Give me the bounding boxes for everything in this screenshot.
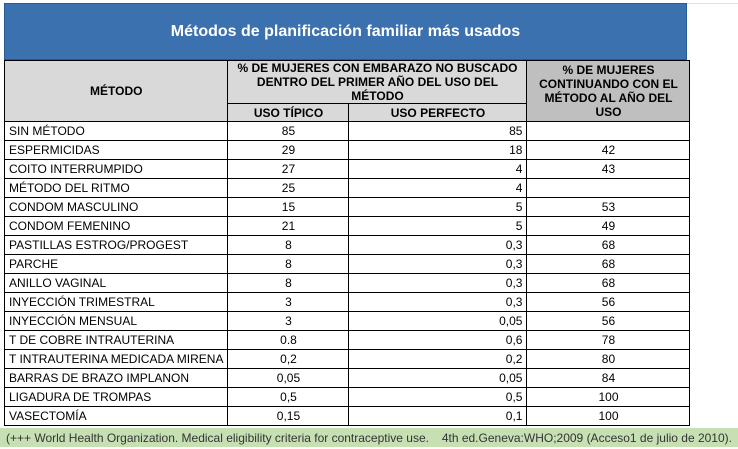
table-row: ESPERMICIDAS 29 18 42 xyxy=(3,140,691,160)
method-cell: INYECCIÓN TRIMESTRAL xyxy=(3,292,229,312)
continuing-cell: 49 xyxy=(526,216,691,236)
continuing-cell: 43 xyxy=(526,159,691,179)
table-row: INYECCIÓN MENSUAL 3 0,05 56 xyxy=(3,311,691,331)
perfect-cell: 4 xyxy=(348,178,528,198)
typical-cell: 8 xyxy=(227,235,350,255)
typical-cell: 8 xyxy=(227,254,350,274)
method-cell: MÉTODO DEL RITMO xyxy=(3,178,229,198)
method-cell: SIN MÉTODO xyxy=(3,121,229,141)
continuing-cell: 53 xyxy=(526,197,691,217)
typical-cell: 8 xyxy=(227,273,350,293)
continuing-cell xyxy=(526,178,691,198)
table-row: COITO INTERRUMPIDO 27 4 43 xyxy=(3,159,691,179)
typical-cell: 21 xyxy=(227,216,350,236)
continuing-cell: 84 xyxy=(526,368,691,388)
typical-cell: 0,5 xyxy=(227,387,350,407)
perfect-cell: 18 xyxy=(348,140,528,160)
table-row: LIGADURA DE TROMPAS 0,5 0,5 100 xyxy=(3,387,691,407)
typical-cell: 29 xyxy=(227,140,350,160)
continuing-cell: 78 xyxy=(526,330,691,350)
continuing-cell: 68 xyxy=(526,273,691,293)
table-row: PASTILLAS ESTROG/PROGEST 8 0,3 68 xyxy=(3,235,691,255)
method-cell: PASTILLAS ESTROG/PROGEST xyxy=(3,235,229,255)
method-cell: COITO INTERRUMPIDO xyxy=(3,159,229,179)
continuing-cell: 100 xyxy=(526,406,691,426)
table-row: VASECTOMÍA 0,15 0,1 100 xyxy=(3,406,691,426)
method-cell: PARCHE xyxy=(3,254,229,274)
typical-cell: 27 xyxy=(227,159,350,179)
header-pregnancy: % DE MUJERES CON EMBARAZO NO BUSCADO DEN… xyxy=(227,60,528,104)
perfect-cell: 0,05 xyxy=(348,368,528,388)
continuing-cell: 42 xyxy=(526,140,691,160)
methods-table: MÉTODO % DE MUJERES CON EMBARAZO NO BUSC… xyxy=(3,60,691,426)
table-row: T INTRAUTERINA MEDICADA MIRENA 0,2 0,2 80 xyxy=(3,349,691,369)
table-row: SIN MÉTODO 85 85 xyxy=(3,121,691,141)
method-cell: CONDOM FEMENINO xyxy=(3,216,229,236)
perfect-cell: 5 xyxy=(348,216,528,236)
header-continuing: % DE MUJERES CONTINUANDO CON EL MÉTODO A… xyxy=(526,60,691,122)
header-method: MÉTODO xyxy=(3,60,229,122)
typical-cell: 15 xyxy=(227,197,350,217)
perfect-cell: 0,3 xyxy=(348,273,528,293)
perfect-cell: 0,3 xyxy=(348,235,528,255)
typical-cell: 0,15 xyxy=(227,406,350,426)
perfect-cell: 85 xyxy=(348,121,528,141)
table-row: T DE COBRE INTRAUTERINA 0.8 0,6 78 xyxy=(3,330,691,350)
continuing-cell: 56 xyxy=(526,311,691,331)
continuing-cell xyxy=(526,121,691,141)
method-cell: T DE COBRE INTRAUTERINA xyxy=(3,330,229,350)
method-cell: INYECCIÓN MENSUAL xyxy=(3,311,229,331)
method-cell: ANILLO VAGINAL xyxy=(3,273,229,293)
footer-right: 4th ed.Geneva:WHO;2009 (Acceso1 de julio… xyxy=(441,430,732,445)
continuing-cell: 80 xyxy=(526,349,691,369)
method-cell: BARRAS DE BRAZO IMPLANON xyxy=(3,368,229,388)
perfect-cell: 0,2 xyxy=(348,349,528,369)
table-body: SIN MÉTODO 85 85 ESPERMICIDAS 29 18 42 COITO IN… xyxy=(3,121,691,426)
perfect-cell: 0,3 xyxy=(348,292,528,312)
perfect-cell: 0,6 xyxy=(348,330,528,350)
table-row: INYECCIÓN TRIMESTRAL 3 0,3 56 xyxy=(3,292,691,312)
typical-cell: 3 xyxy=(227,292,350,312)
perfect-cell: 0,5 xyxy=(348,387,528,407)
table-title: Métodos de planificación familiar más us… xyxy=(4,3,687,60)
continuing-cell: 100 xyxy=(526,387,691,407)
typical-cell: 0.8 xyxy=(227,330,350,350)
method-cell: CONDOM MASCULINO xyxy=(3,197,229,217)
method-cell: ESPERMICIDAS xyxy=(3,140,229,160)
sheet-gridline xyxy=(687,3,738,4)
perfect-cell: 0,05 xyxy=(348,311,528,331)
header-typical: USO TÍPICO xyxy=(227,103,350,122)
table-row: PARCHE 8 0,3 68 xyxy=(3,254,691,274)
typical-cell: 0,05 xyxy=(227,368,350,388)
footer: (+++ World Health Organization. Medical … xyxy=(0,428,738,447)
perfect-cell: 0,1 xyxy=(348,406,528,426)
method-cell: T INTRAUTERINA MEDICADA MIRENA xyxy=(3,349,229,369)
typical-cell: 0,2 xyxy=(227,349,350,369)
method-cell: VASECTOMÍA xyxy=(3,406,229,426)
table-row: BARRAS DE BRAZO IMPLANON 0,05 0,05 84 xyxy=(3,368,691,388)
typical-cell: 3 xyxy=(227,311,350,331)
method-cell: LIGADURA DE TROMPAS xyxy=(3,387,229,407)
table-row: CONDOM MASCULINO 15 5 53 xyxy=(3,197,691,217)
footer-left: (+++ World Health Organization. Medical … xyxy=(6,430,429,445)
continuing-cell: 56 xyxy=(526,292,691,312)
table-row: ANILLO VAGINAL 8 0,3 68 xyxy=(3,273,691,293)
continuing-cell: 68 xyxy=(526,235,691,255)
continuing-cell: 68 xyxy=(526,254,691,274)
typical-cell: 25 xyxy=(227,178,350,198)
perfect-cell: 5 xyxy=(348,197,528,217)
perfect-cell: 4 xyxy=(348,159,528,179)
header-perfect: USO PERFECTO xyxy=(348,103,528,122)
table-row: MÉTODO DEL RITMO 25 4 xyxy=(3,178,691,198)
perfect-cell: 0,3 xyxy=(348,254,528,274)
typical-cell: 85 xyxy=(227,121,350,141)
table-row: CONDOM FEMENINO 21 5 49 xyxy=(3,216,691,236)
